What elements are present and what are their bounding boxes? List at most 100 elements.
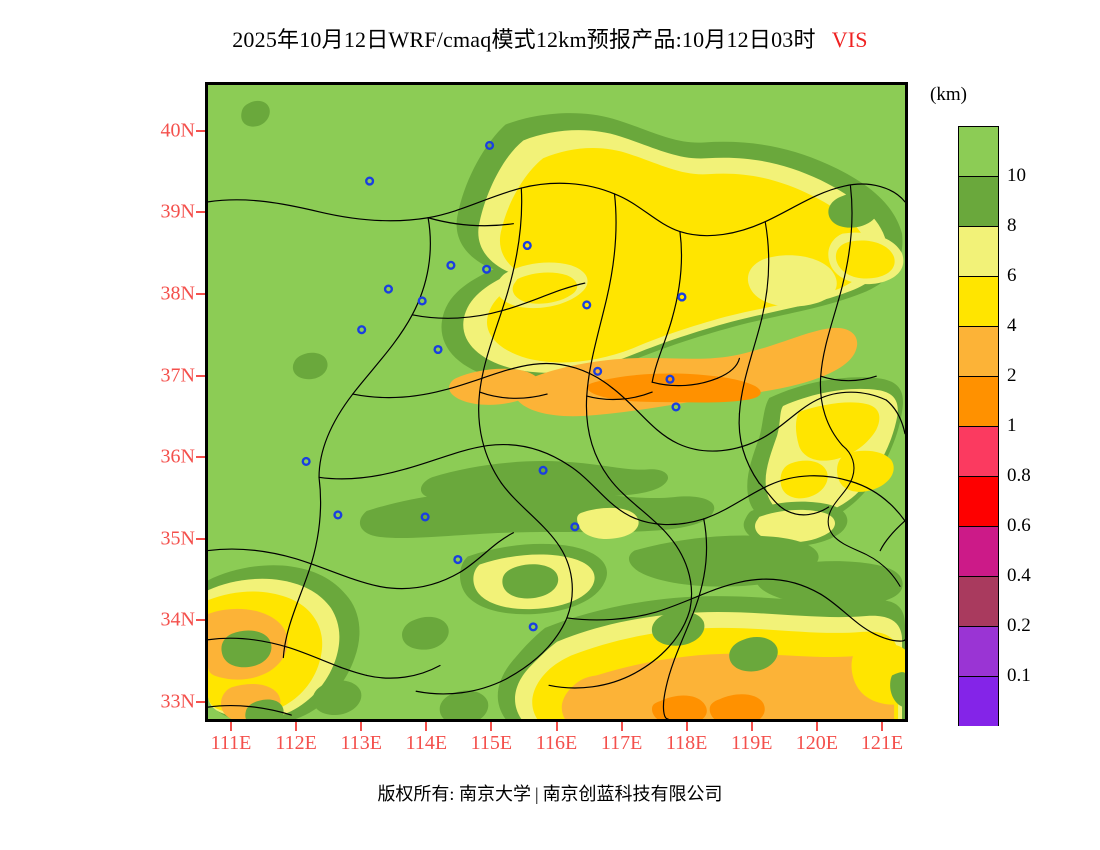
colorbar-tick-label: 1 [1007, 415, 1017, 436]
y-tick-label: 33N [160, 690, 195, 713]
y-tick-label: 37N [160, 364, 195, 386]
colorbar-tick-label: 2 [1007, 365, 1017, 386]
colorbar-band [958, 326, 999, 376]
y-tick-label: 38N [160, 282, 195, 305]
footer-separator: | [534, 784, 539, 804]
x-tick-label: 121E [860, 732, 904, 754]
city-marker [383, 284, 394, 294]
y-tick-mark [196, 537, 205, 540]
colorbar-band [958, 426, 999, 476]
colorbar-band [958, 276, 999, 326]
band-4-6-nw-finger [512, 272, 578, 304]
y-tick-mark [196, 456, 205, 459]
deep-core-se-1 [651, 695, 707, 719]
colorbar-tick-label: 10 [1007, 165, 1026, 186]
speckle-7 [439, 690, 489, 719]
x-tick-mark [230, 722, 233, 731]
city-marker [522, 240, 532, 251]
x-tick-mark [555, 722, 558, 731]
y-tick-mark [196, 129, 205, 132]
colorbar-unit-label: (km) [930, 84, 967, 105]
colorbar-band [958, 526, 999, 576]
x-tick-mark [425, 722, 428, 731]
colorbar-band [958, 476, 999, 526]
band-8-10-sw-hole [221, 630, 272, 668]
x-tick-mark [815, 722, 818, 731]
colorbar-band [958, 176, 999, 226]
colorbar-band [958, 226, 999, 276]
speckle-4 [651, 611, 705, 646]
colorbar-band [958, 126, 999, 176]
y-tick-mark [196, 374, 205, 377]
speckle-5 [312, 680, 362, 716]
city-marker [446, 260, 456, 270]
y-tick-label: 39N [160, 200, 195, 223]
city-markers [301, 140, 687, 632]
city-marker [301, 456, 311, 466]
city-marker [528, 622, 538, 632]
band-6-8-mid-spot [577, 507, 639, 539]
colorbar-tick-label: 0.6 [1007, 515, 1031, 536]
title-variable: VIS [831, 27, 868, 52]
city-marker [671, 402, 681, 412]
title-text: 2025年10月12日WRF/cmaq模式12km预报产品:10月12日03时 [232, 27, 816, 52]
x-tick-mark [620, 722, 623, 731]
colorbar-tick-label: 0.2 [1007, 615, 1031, 636]
x-tick-label: 119E [731, 732, 773, 754]
x-tick-mark [360, 722, 363, 731]
x-tick-label: 112E [275, 732, 317, 754]
x-tick-mark [750, 722, 753, 731]
copyright-text: 版权所有: 南京大学 [377, 784, 531, 804]
band-2-4-se [561, 653, 895, 719]
band-4-6-north [486, 148, 869, 363]
colorbar: 10 8 6 4 2 1 0.8 0.6 0.4 0.2 0.1 [958, 126, 1031, 726]
pale-hole-ne [747, 255, 837, 307]
city-marker [570, 522, 580, 532]
colorbar-tick-label: 4 [1007, 315, 1017, 336]
city-marker [582, 300, 592, 310]
x-tick-label: 114E [405, 732, 448, 754]
city-marker [482, 264, 492, 274]
colorbar-band [958, 576, 999, 626]
speckle-2 [292, 352, 328, 380]
colorbar-band [958, 376, 999, 426]
y-tick-label: 34N [160, 608, 195, 631]
figure-title: 2025年10月12日WRF/cmaq模式12km预报产品:10月12日03时 V… [0, 22, 1100, 54]
speckle-3 [402, 616, 449, 650]
band-2-4-hebei-w [449, 368, 540, 405]
colorbar-band [958, 626, 999, 676]
city-marker [333, 510, 343, 520]
colorbar-tick-label: 8 [1007, 215, 1017, 236]
x-tick-label: 120E [795, 732, 838, 754]
deep-core-se-2 [709, 694, 765, 719]
y-tick-mark [196, 292, 205, 295]
contour-bands [208, 100, 905, 719]
y-tick-mark [196, 619, 205, 622]
footer-copyright: 版权所有: 南京大学 | 南京创蓝科技有限公司 [0, 780, 1100, 806]
y-tick-mark [196, 211, 205, 214]
band-8-10-se-edge-green [890, 672, 905, 708]
colorbar-tick-label: 0.8 [1007, 465, 1031, 486]
x-tick-label: 116E [535, 732, 578, 754]
x-tick-mark [295, 722, 298, 731]
colorbar-tick-label: 0.1 [1007, 665, 1031, 686]
band-8-10-center-hole [502, 564, 559, 599]
y-tick-mark [196, 700, 205, 703]
band-4-6-ne-arm [835, 240, 895, 279]
colorbar-tick-label: 0.4 [1007, 565, 1031, 586]
y-tick-label: 35N [160, 527, 195, 550]
colorbar-tick-label: 6 [1007, 265, 1017, 286]
x-tick-mark [490, 722, 493, 731]
band-8-10-mid-arc-2 [420, 461, 669, 499]
speckle-8 [729, 636, 778, 672]
city-marker [665, 374, 675, 384]
band-8-10-sw-hole2 [245, 699, 284, 719]
city-marker [417, 296, 427, 306]
y-tick-label: 36N [160, 445, 195, 468]
administrative-boundaries [208, 182, 905, 719]
x-tick-mark [685, 722, 688, 731]
city-marker [365, 176, 375, 186]
company-text: 南京创蓝科技有限公司 [542, 784, 723, 804]
contour-map [208, 85, 905, 719]
x-tick-label: 113E [340, 732, 382, 754]
